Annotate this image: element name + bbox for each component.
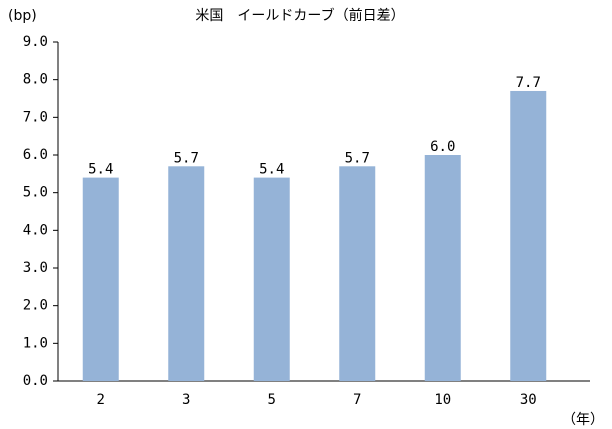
y-axis-label: (bp) — [8, 8, 37, 24]
x-tick-label: 7 — [353, 392, 361, 408]
x-tick-label: 3 — [182, 392, 190, 408]
y-tick-label: 5.0 — [23, 185, 48, 201]
chart-title: 米国 イールドカーブ（前日差） — [195, 7, 404, 24]
y-tick-label: 2.0 — [23, 298, 48, 314]
value-label: 5.7 — [345, 150, 370, 166]
value-label: 6.0 — [430, 139, 455, 155]
y-tick-label: 7.0 — [23, 109, 48, 125]
x-axis-label: （年） — [562, 412, 604, 428]
y-tick-label: 4.0 — [23, 222, 48, 238]
y-tick-label: 3.0 — [23, 260, 48, 276]
value-label: 5.4 — [88, 162, 113, 178]
bar — [82, 177, 119, 381]
y-tick-label: 8.0 — [23, 72, 48, 88]
x-tick-label: 30 — [520, 392, 537, 408]
y-tick-label: 6.0 — [23, 147, 48, 163]
bar — [424, 155, 461, 381]
y-tick-label: 1.0 — [23, 335, 48, 351]
bar — [510, 90, 547, 381]
value-label: 7.7 — [516, 75, 541, 91]
y-tick-label: 0.0 — [23, 373, 48, 389]
y-tick-label: 9.0 — [23, 34, 48, 50]
value-label: 5.7 — [174, 150, 199, 166]
bar — [339, 166, 376, 381]
x-tick-label: 2 — [97, 392, 105, 408]
value-label: 5.4 — [259, 162, 284, 178]
bar — [253, 177, 290, 381]
x-tick-label: 10 — [434, 392, 451, 408]
bar — [168, 166, 205, 381]
x-tick-label: 5 — [268, 392, 276, 408]
